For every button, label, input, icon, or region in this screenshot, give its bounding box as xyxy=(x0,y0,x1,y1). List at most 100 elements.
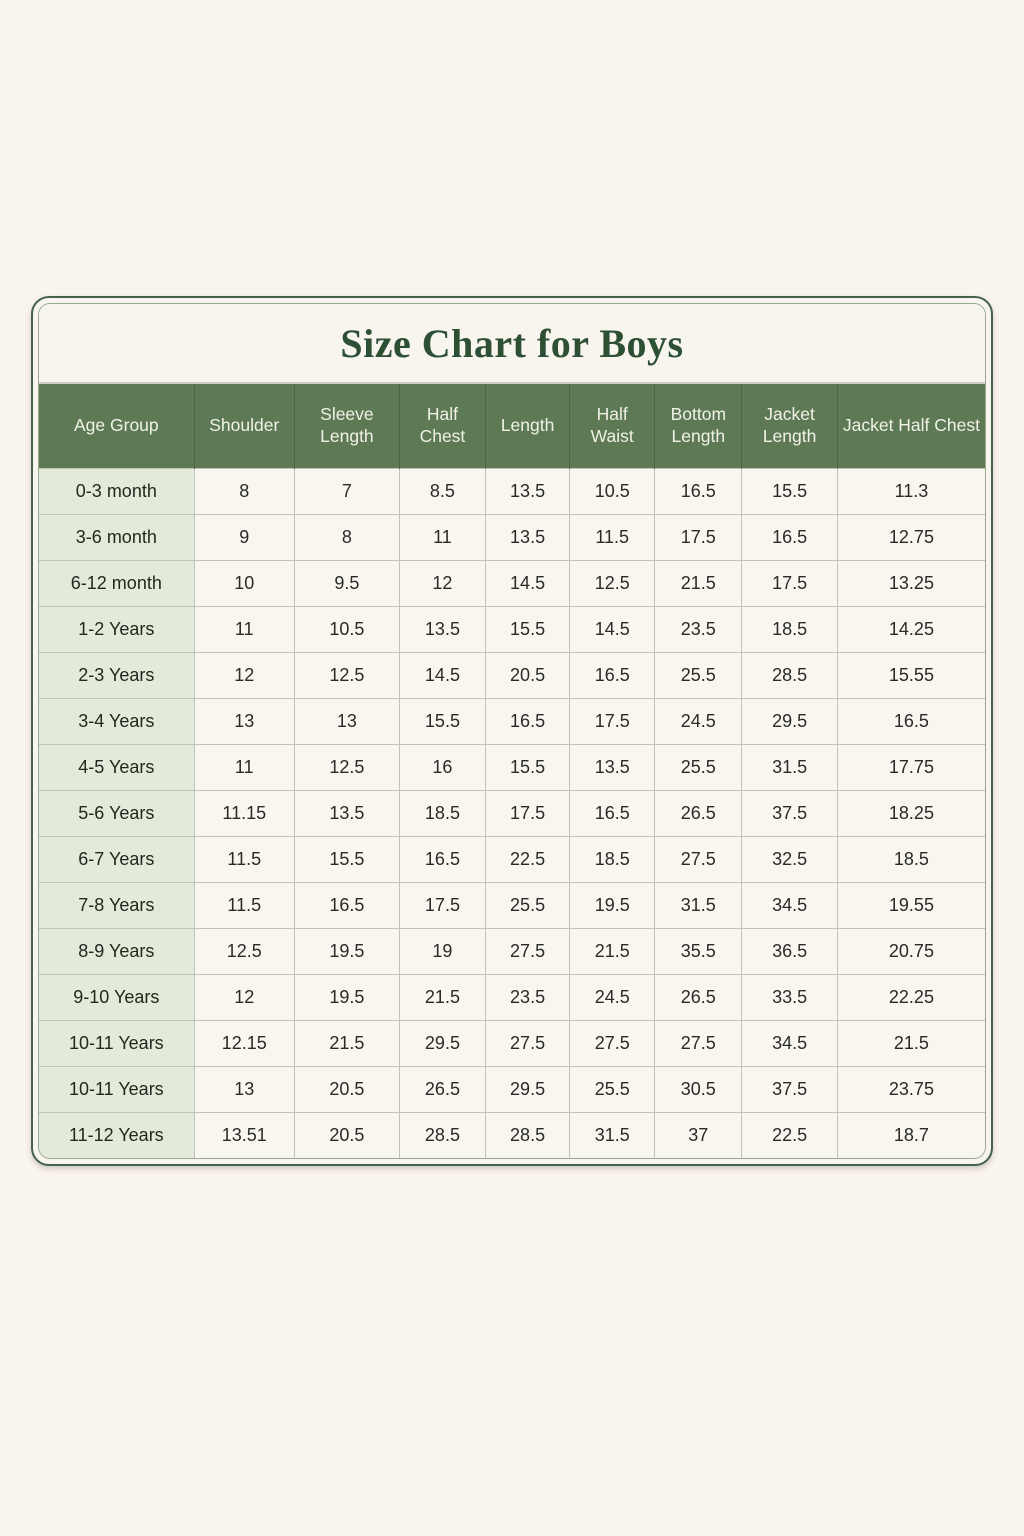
value-cell: 13.25 xyxy=(836,559,985,607)
value-cell: 8.5 xyxy=(398,467,486,515)
value-cell: 20.75 xyxy=(836,927,985,975)
value-cell: 37.5 xyxy=(741,1065,838,1113)
value-cell: 12 xyxy=(398,559,486,607)
table-row: 1-2 Years 11 10.5 13.5 15.5 14.5 23.5 18.5 14.25 xyxy=(39,605,985,653)
value-cell: 11.5 xyxy=(193,835,295,883)
value-cell: 27.5 xyxy=(654,835,743,883)
column-header: Age Group xyxy=(39,384,195,468)
value-cell: 11.3 xyxy=(836,467,985,515)
table-row: 4-5 Years 11 12.5 16 15.5 13.5 25.5 31.5 17.75 xyxy=(39,743,985,791)
value-cell: 15.5 xyxy=(293,835,400,883)
value-cell: 10.5 xyxy=(569,467,656,515)
value-cell: 18.7 xyxy=(836,1111,985,1158)
table-row: 11-12 Years 13.51 20.5 28.5 28.5 31.5 37 22.5 18… xyxy=(39,1111,985,1158)
column-header: Half Chest xyxy=(398,384,486,468)
value-cell: 16 xyxy=(398,743,486,791)
value-cell: 16.5 xyxy=(836,697,985,745)
value-cell: 11.15 xyxy=(193,789,295,837)
value-cell: 27.5 xyxy=(654,1019,743,1067)
value-cell: 17.75 xyxy=(836,743,985,791)
value-cell: 16.5 xyxy=(293,881,400,929)
value-cell: 21.5 xyxy=(569,927,656,975)
age-group-cell: 10-11 Years xyxy=(39,1065,195,1113)
value-cell: 12 xyxy=(193,973,295,1021)
age-group-cell: 3-6 month xyxy=(39,513,195,561)
value-cell: 14.25 xyxy=(836,605,985,653)
value-cell: 27.5 xyxy=(569,1019,656,1067)
value-cell: 16.5 xyxy=(569,651,656,699)
value-cell: 24.5 xyxy=(569,973,656,1021)
value-cell: 25.5 xyxy=(484,881,571,929)
value-cell: 15.5 xyxy=(398,697,486,745)
value-cell: 13.51 xyxy=(193,1111,295,1158)
value-cell: 35.5 xyxy=(654,927,743,975)
value-cell: 17.5 xyxy=(654,513,743,561)
table-row: 9-10 Years 12 19.5 21.5 23.5 24.5 26.5 33.5 22.2… xyxy=(39,973,985,1021)
value-cell: 24.5 xyxy=(654,697,743,745)
value-cell: 33.5 xyxy=(741,973,838,1021)
value-cell: 26.5 xyxy=(654,789,743,837)
value-cell: 15.55 xyxy=(836,651,985,699)
value-cell: 11 xyxy=(193,743,295,791)
column-header: Jacket Half Chest xyxy=(836,384,985,468)
value-cell: 13 xyxy=(193,697,295,745)
value-cell: 11.5 xyxy=(193,881,295,929)
value-cell: 8 xyxy=(193,467,295,515)
value-cell: 7 xyxy=(293,467,400,515)
value-cell: 10 xyxy=(193,559,295,607)
value-cell: 19 xyxy=(398,927,486,975)
chart-title: Size Chart for Boys xyxy=(340,320,684,366)
table-row: 10-11 Years 13 20.5 26.5 29.5 25.5 30.5 37.5 23.… xyxy=(39,1065,985,1113)
value-cell: 34.5 xyxy=(741,1019,838,1067)
age-group-cell: 3-4 Years xyxy=(39,697,195,745)
age-group-cell: 4-5 Years xyxy=(39,743,195,791)
table-row: 5-6 Years 11.15 13.5 18.5 17.5 16.5 26.5 37.5 18… xyxy=(39,789,985,837)
value-cell: 18.5 xyxy=(836,835,985,883)
value-cell: 13 xyxy=(293,697,400,745)
value-cell: 25.5 xyxy=(654,651,743,699)
age-group-cell: 8-9 Years xyxy=(39,927,195,975)
age-group-cell: 0-3 month xyxy=(39,467,195,515)
value-cell: 31.5 xyxy=(654,881,743,929)
value-cell: 13.5 xyxy=(293,789,400,837)
value-cell: 22.25 xyxy=(836,973,985,1021)
column-header: Length xyxy=(484,384,570,468)
column-header: Shoulder xyxy=(193,384,295,468)
value-cell: 12.5 xyxy=(193,927,295,975)
value-cell: 30.5 xyxy=(654,1065,743,1113)
value-cell: 21.5 xyxy=(836,1019,985,1067)
value-cell: 13.5 xyxy=(484,467,571,515)
value-cell: 37 xyxy=(654,1111,743,1158)
value-cell: 29.5 xyxy=(484,1065,571,1113)
value-cell: 14.5 xyxy=(484,559,571,607)
value-cell: 12.5 xyxy=(293,743,400,791)
column-header: Half Waist xyxy=(569,384,655,468)
table-row: 8-9 Years 12.5 19.5 19 27.5 21.5 35.5 36.5 20.75 xyxy=(39,927,985,975)
value-cell: 25.5 xyxy=(654,743,743,791)
table-row: 0-3 month 8 7 8.5 13.5 10.5 16.5 15.5 11.3 xyxy=(39,467,985,515)
table-row: 2-3 Years 12 12.5 14.5 20.5 16.5 25.5 28.5 15.55 xyxy=(39,651,985,699)
value-cell: 14.5 xyxy=(398,651,486,699)
value-cell: 12 xyxy=(193,651,295,699)
value-cell: 11 xyxy=(193,605,295,653)
value-cell: 15.5 xyxy=(484,605,571,653)
value-cell: 17.5 xyxy=(484,789,571,837)
value-cell: 21.5 xyxy=(654,559,743,607)
size-chart-card: Size Chart for Boys Age Group Shoulder Sle… xyxy=(31,296,993,1166)
age-group-cell: 10-11 Years xyxy=(39,1019,195,1067)
value-cell: 11.5 xyxy=(569,513,656,561)
value-cell: 36.5 xyxy=(741,927,838,975)
value-cell: 18.5 xyxy=(398,789,486,837)
value-cell: 14.5 xyxy=(569,605,656,653)
value-cell: 9 xyxy=(193,513,295,561)
age-group-cell: 6-12 month xyxy=(39,559,195,607)
value-cell: 16.5 xyxy=(654,467,743,515)
value-cell: 17.5 xyxy=(398,881,486,929)
table-body: 0-3 month 8 7 8.5 13.5 10.5 16.5 15.5 11.3 3-6 mo… xyxy=(39,467,985,1158)
value-cell: 29.5 xyxy=(398,1019,486,1067)
table-row: 3-4 Years 13 13 15.5 16.5 17.5 24.5 29.5 16.5 xyxy=(39,697,985,745)
value-cell: 13.5 xyxy=(484,513,571,561)
value-cell: 9.5 xyxy=(293,559,400,607)
table-header: Age Group Shoulder Sleeve Length Half Chest… xyxy=(39,384,985,468)
value-cell: 21.5 xyxy=(293,1019,400,1067)
